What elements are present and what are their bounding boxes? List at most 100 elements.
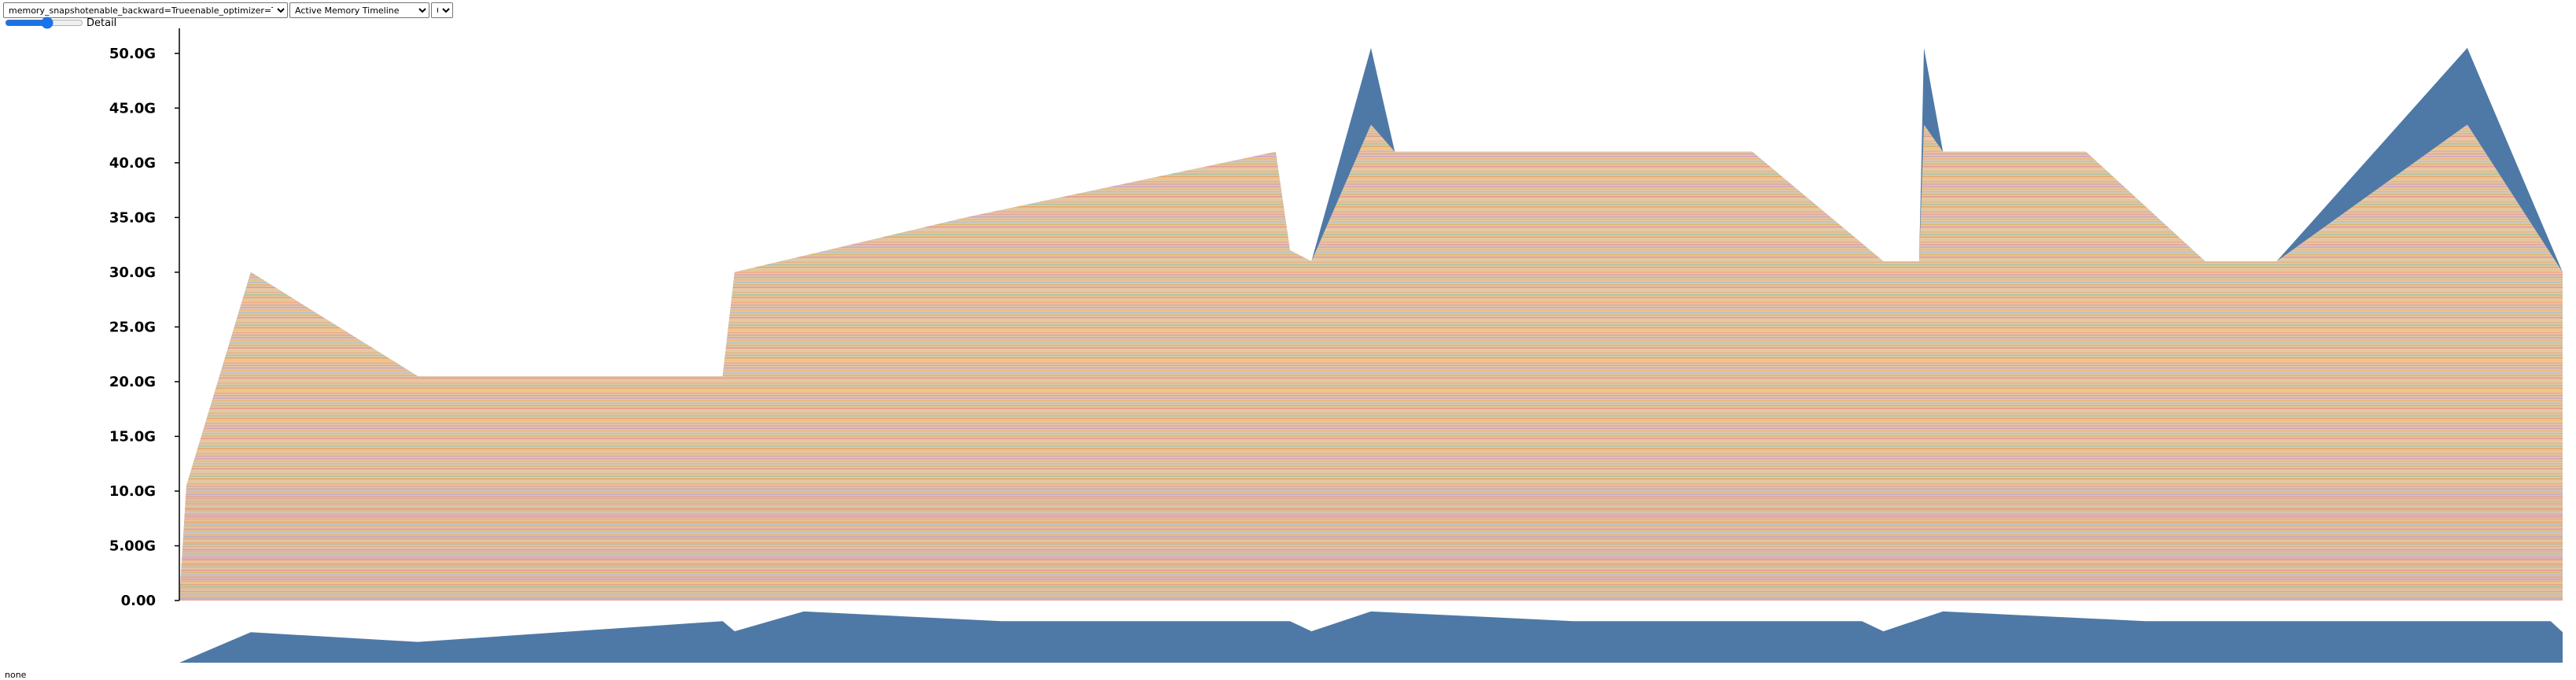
allocation-stripe	[179, 382, 2563, 384]
allocation-stripe	[179, 176, 2563, 178]
allocation-stripe	[179, 478, 2563, 480]
allocation-stripe	[179, 194, 2563, 195]
allocation-stripe	[179, 354, 2563, 357]
base-stripe	[179, 545, 2563, 547]
allocation-stripe	[179, 471, 2563, 472]
allocation-stripe	[179, 219, 2563, 220]
allocation-stripe	[179, 146, 2563, 147]
y-tick-label: 15.0G	[109, 428, 156, 445]
base-stripe	[179, 580, 2563, 582]
allocation-stripe	[179, 475, 2563, 477]
allocation-stripe	[179, 209, 2563, 210]
base-stripe	[179, 591, 2563, 592]
allocation-stripe	[179, 178, 2563, 180]
view-select[interactable]: Active Memory Timeline	[289, 2, 429, 18]
allocation-stripe	[179, 143, 2563, 145]
allocation-stripe	[179, 430, 2563, 432]
base-stripe	[179, 549, 2563, 551]
base-stripe	[179, 509, 2563, 511]
allocation-stripe	[179, 468, 2563, 470]
allocation-stripe	[179, 241, 2563, 243]
allocation-stripe	[179, 372, 2563, 374]
allocation-stripe	[179, 135, 2563, 137]
allocation-stripe	[179, 133, 2563, 135]
allocation-stripe	[179, 486, 2563, 487]
allocation-stripe	[179, 128, 2563, 130]
allocation-stripe	[179, 465, 2563, 468]
allocation-stripe	[179, 249, 2563, 250]
allocation-stripe	[179, 377, 2563, 379]
allocation-stripe	[179, 385, 2563, 386]
y-tick-label: 40.0G	[109, 155, 156, 172]
y-tick-label: 0.00	[121, 593, 156, 609]
detail-slider[interactable]	[5, 17, 83, 29]
allocation-stripe	[179, 156, 2563, 157]
snapshot-file-select[interactable]: memory_snapshotenable_backward=Trueenabl…	[3, 2, 288, 18]
allocation-stripe	[179, 438, 2563, 439]
allocation-stripe	[179, 228, 2563, 231]
allocation-stripe	[179, 173, 2563, 175]
allocation-stripe	[179, 405, 2563, 407]
allocation-stripe	[179, 165, 2563, 168]
y-tick-label: 30.0G	[109, 264, 156, 281]
allocation-stripe	[179, 339, 2563, 342]
base-stripe	[179, 523, 2563, 525]
allocation-stripe	[179, 427, 2563, 430]
allocation-stripe	[179, 387, 2563, 389]
base-stripe	[179, 556, 2563, 557]
allocation-stripe	[179, 360, 2563, 361]
base-stripe	[179, 501, 2563, 502]
allocation-stripe	[179, 463, 2563, 464]
allocation-stripe	[179, 282, 2563, 283]
base-stripe	[179, 532, 2563, 534]
base-stripe	[179, 506, 2563, 508]
allocation-stripe	[179, 408, 2563, 409]
allocation-stripe	[179, 450, 2563, 452]
allocation-stripe	[179, 367, 2563, 369]
allocation-stripe	[179, 581, 2563, 583]
allocation-stripe	[179, 163, 2563, 165]
base-stripe	[179, 582, 2563, 583]
allocation-stripe	[179, 148, 2563, 150]
device-select[interactable]: 0	[431, 2, 453, 18]
allocation-stripe	[179, 307, 2563, 309]
allocation-stripe	[179, 316, 2563, 319]
allocation-stripe	[179, 337, 2563, 338]
base-stripe	[179, 496, 2563, 497]
allocation-stripe	[179, 297, 2563, 298]
allocation-stripe	[179, 236, 2563, 238]
allocation-stripe	[179, 301, 2563, 304]
base-stripe	[179, 597, 2563, 599]
allocation-stripe	[179, 400, 2563, 401]
allocation-stripe	[179, 349, 2563, 351]
allocation-stripe	[179, 181, 2563, 183]
allocation-stripe	[179, 445, 2563, 447]
allocation-stripe	[179, 448, 2563, 449]
allocation-stripe	[179, 299, 2563, 301]
allocation-stripe	[179, 576, 2563, 578]
allocation-stripe	[179, 168, 2563, 170]
base-stripe	[179, 515, 2563, 516]
allocation-stripe	[179, 138, 2563, 140]
allocation-stripe	[179, 503, 2563, 505]
status-text: none	[5, 670, 27, 680]
allocation-stripe	[179, 516, 2563, 518]
allocation-stripe	[179, 530, 2563, 533]
allocation-stripe	[179, 42, 2563, 44]
base-stripe	[179, 552, 2563, 554]
allocation-stripe	[179, 435, 2563, 437]
base-stripe	[179, 587, 2563, 589]
base-stripe	[179, 568, 2563, 570]
allocation-stripe	[179, 345, 2563, 346]
allocation-stripe	[179, 526, 2563, 527]
allocation-stripe	[179, 45, 2563, 46]
allocation-stripe	[179, 286, 2563, 288]
allocation-stripe	[179, 508, 2563, 510]
allocation-stripe	[179, 312, 2563, 313]
allocation-stripe	[179, 190, 2563, 193]
y-tick-label: 5.00G	[109, 538, 156, 554]
allocation-stripe	[179, 294, 2563, 296]
allocation-stripe	[179, 216, 2563, 218]
base-stripe	[179, 565, 2563, 566]
